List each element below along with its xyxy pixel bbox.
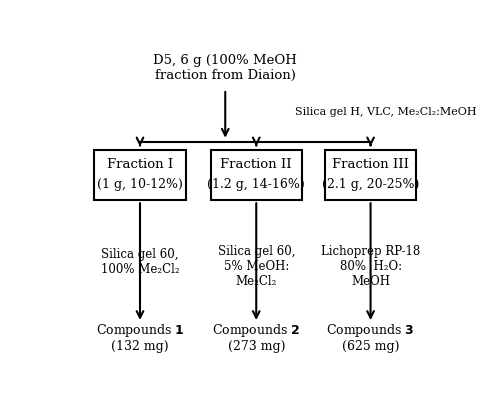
Bar: [94, 150, 186, 200]
Text: Fraction III: Fraction III: [332, 158, 409, 171]
Text: (273 mg): (273 mg): [228, 340, 285, 353]
Text: D5, 6 g (100% MeOH
fraction from Diaion): D5, 6 g (100% MeOH fraction from Diaion): [154, 54, 297, 82]
Bar: [210, 150, 302, 200]
Text: (625 mg): (625 mg): [342, 340, 400, 353]
Text: Compounds $\mathbf{3}$: Compounds $\mathbf{3}$: [326, 321, 415, 339]
Text: (1 g, 10-12%): (1 g, 10-12%): [97, 178, 183, 191]
Text: Compounds $\mathbf{1}$: Compounds $\mathbf{1}$: [96, 321, 184, 339]
Text: Silica gel 60,
5% MeOH:
Me₂Cl₂: Silica gel 60, 5% MeOH: Me₂Cl₂: [218, 245, 295, 288]
Text: Silica gel H, VLC, Me₂Cl₂:MeOH: Silica gel H, VLC, Me₂Cl₂:MeOH: [295, 106, 476, 116]
Text: (1.2 g, 14-16%): (1.2 g, 14-16%): [208, 178, 305, 191]
Text: (2.1 g, 20-25%): (2.1 g, 20-25%): [322, 178, 419, 191]
Text: Fraction II: Fraction II: [220, 158, 292, 171]
Text: Lichoprep RP-18
80%  H₂O:
MeOH: Lichoprep RP-18 80% H₂O: MeOH: [321, 245, 420, 288]
Text: Compounds 1: Compounds 1: [0, 418, 1, 419]
Text: Compounds $\mathbf{2}$: Compounds $\mathbf{2}$: [212, 321, 300, 339]
Text: Silica gel 60,
100% Me₂Cl₂: Silica gel 60, 100% Me₂Cl₂: [100, 248, 180, 276]
Text: Compounds 3: Compounds 3: [0, 418, 1, 419]
Text: Fraction I: Fraction I: [107, 158, 173, 171]
Bar: [325, 150, 416, 200]
Text: Compounds 2: Compounds 2: [0, 418, 1, 419]
Text: (132 mg): (132 mg): [111, 340, 169, 353]
